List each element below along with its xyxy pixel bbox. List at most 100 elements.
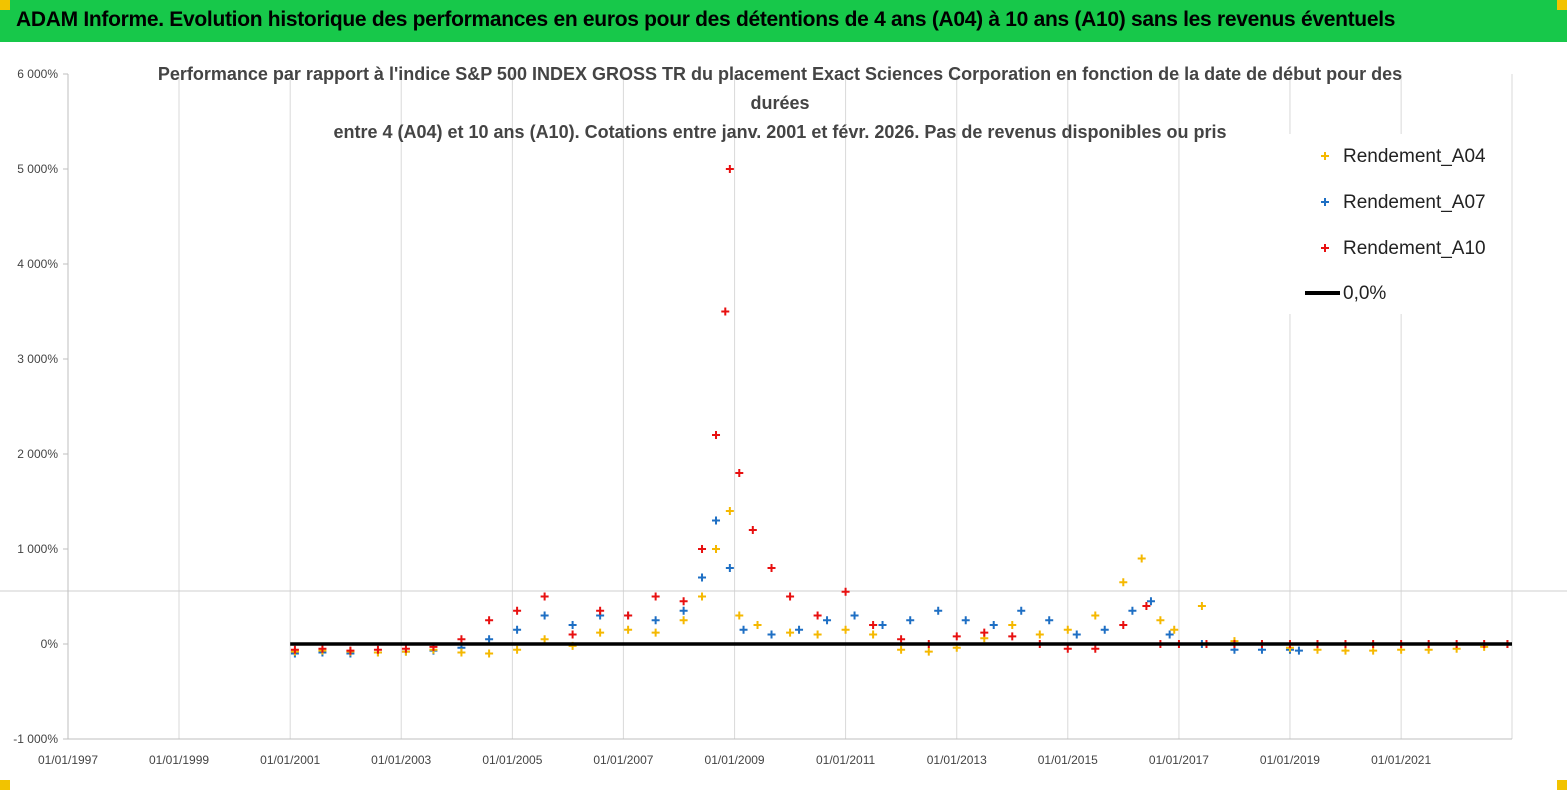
data-point (1091, 611, 1100, 620)
data-point (540, 635, 549, 644)
y-tick-label: 6 000% (17, 67, 58, 81)
data-point (513, 606, 522, 615)
data-point (767, 564, 776, 572)
data-point (813, 611, 822, 620)
data-point (1063, 644, 1072, 653)
x-tick-label: 01/01/2003 (371, 753, 431, 767)
data-point (1100, 625, 1109, 634)
data-point (679, 606, 688, 615)
data-point (841, 587, 850, 596)
series-rendement-a07 (290, 516, 1303, 658)
data-point (485, 616, 494, 625)
x-tick-label: 01/01/2001 (260, 753, 320, 767)
data-point (721, 307, 730, 316)
data-point (1197, 602, 1206, 610)
axis-layer: 01/01/1997 01/01/1999 01/01/2001 01/01/2003… (13, 67, 1512, 767)
data-point (1165, 630, 1174, 639)
data-point (540, 611, 549, 620)
data-point (786, 592, 795, 601)
data-point (624, 625, 633, 634)
data-point (850, 611, 859, 620)
y-tick-label: 3 000% (17, 352, 58, 366)
y-tick-label: 2 000% (17, 447, 58, 461)
performance-chart: 01/01/1997 01/01/1999 01/01/2001 01/01/2003… (0, 64, 1567, 767)
series-rendement-a04 (290, 507, 1512, 658)
data-point (786, 628, 795, 637)
data-point (1072, 630, 1081, 639)
data-point (401, 644, 410, 653)
data-point (1119, 621, 1128, 629)
legend-item: Rendement_A07 (1321, 192, 1486, 213)
data-point (739, 625, 748, 634)
corner-marker-top-right (1557, 0, 1567, 10)
data-point (823, 616, 832, 625)
data-point (1294, 646, 1303, 655)
data-point (568, 630, 577, 639)
x-tick-label: 01/01/2019 (1260, 753, 1320, 767)
x-tick-label: 01/01/2011 (816, 753, 875, 767)
data-point (596, 606, 605, 615)
chart-title-line: Performance par rapport à l'indice S&P 5… (158, 64, 1402, 84)
data-point (869, 621, 878, 629)
data-point (1137, 554, 1146, 563)
data-point (878, 621, 887, 629)
legend-marker-swatch (1321, 244, 1329, 252)
chart-title-line: durées (750, 93, 809, 113)
legend-label: Rendement_A07 (1343, 192, 1486, 213)
data-point (841, 625, 850, 634)
data-point (540, 592, 549, 601)
data-point (924, 647, 933, 656)
y-tick-label: 4 000% (17, 257, 58, 271)
data-point (712, 431, 721, 439)
x-tick-label: 01/01/2021 (1371, 753, 1431, 767)
data-point (679, 616, 688, 625)
data-point (651, 628, 660, 637)
x-tick-label: 01/01/2017 (1149, 753, 1209, 767)
data-point (457, 648, 466, 657)
data-point (346, 646, 355, 655)
data-point (767, 630, 776, 639)
data-point (1091, 644, 1100, 653)
data-point (1119, 578, 1128, 587)
data-point (513, 625, 522, 634)
data-point (753, 621, 762, 629)
data-point (897, 645, 906, 654)
data-point (1063, 625, 1072, 634)
y-tick-label: 1 000% (17, 542, 58, 556)
data-point (952, 632, 961, 641)
x-tick-label: 01/01/2015 (1038, 753, 1098, 767)
data-point (934, 606, 943, 615)
data-point (651, 592, 660, 601)
data-point (485, 649, 494, 658)
data-point (513, 645, 522, 654)
data-point (1146, 597, 1155, 606)
corner-marker-top-left (0, 0, 10, 10)
legend-marker-swatch (1321, 152, 1329, 160)
data-point (318, 644, 327, 653)
x-tick-label: 01/01/1999 (149, 753, 209, 767)
corner-marker-bottom-left (0, 780, 10, 790)
data-point (989, 621, 998, 629)
chart-title-line: entre 4 (A04) et 10 ans (A10). Cotations… (333, 122, 1226, 142)
data-point (906, 616, 915, 625)
data-point (961, 616, 970, 625)
data-point (1008, 632, 1017, 641)
data-point (980, 628, 989, 637)
legend-label: 0,0% (1343, 283, 1386, 304)
data-point (457, 635, 466, 644)
data-point (1142, 602, 1151, 610)
legend-item: Rendement_A10 (1321, 238, 1486, 259)
x-tick-label: 01/01/2005 (482, 753, 542, 767)
y-tick-label: -1 000% (13, 732, 58, 746)
series-layer (290, 165, 1512, 658)
data-point (795, 625, 804, 634)
y-tick-label: 0% (41, 637, 59, 651)
report-banner: ADAM Informe. Evolution historique des p… (0, 0, 1567, 42)
data-point (725, 564, 734, 572)
legend-background (1282, 134, 1502, 314)
data-point (813, 630, 822, 639)
data-point (1170, 625, 1179, 634)
x-tick-label: 01/01/2013 (927, 753, 987, 767)
data-point (679, 597, 688, 606)
data-point (869, 630, 878, 639)
